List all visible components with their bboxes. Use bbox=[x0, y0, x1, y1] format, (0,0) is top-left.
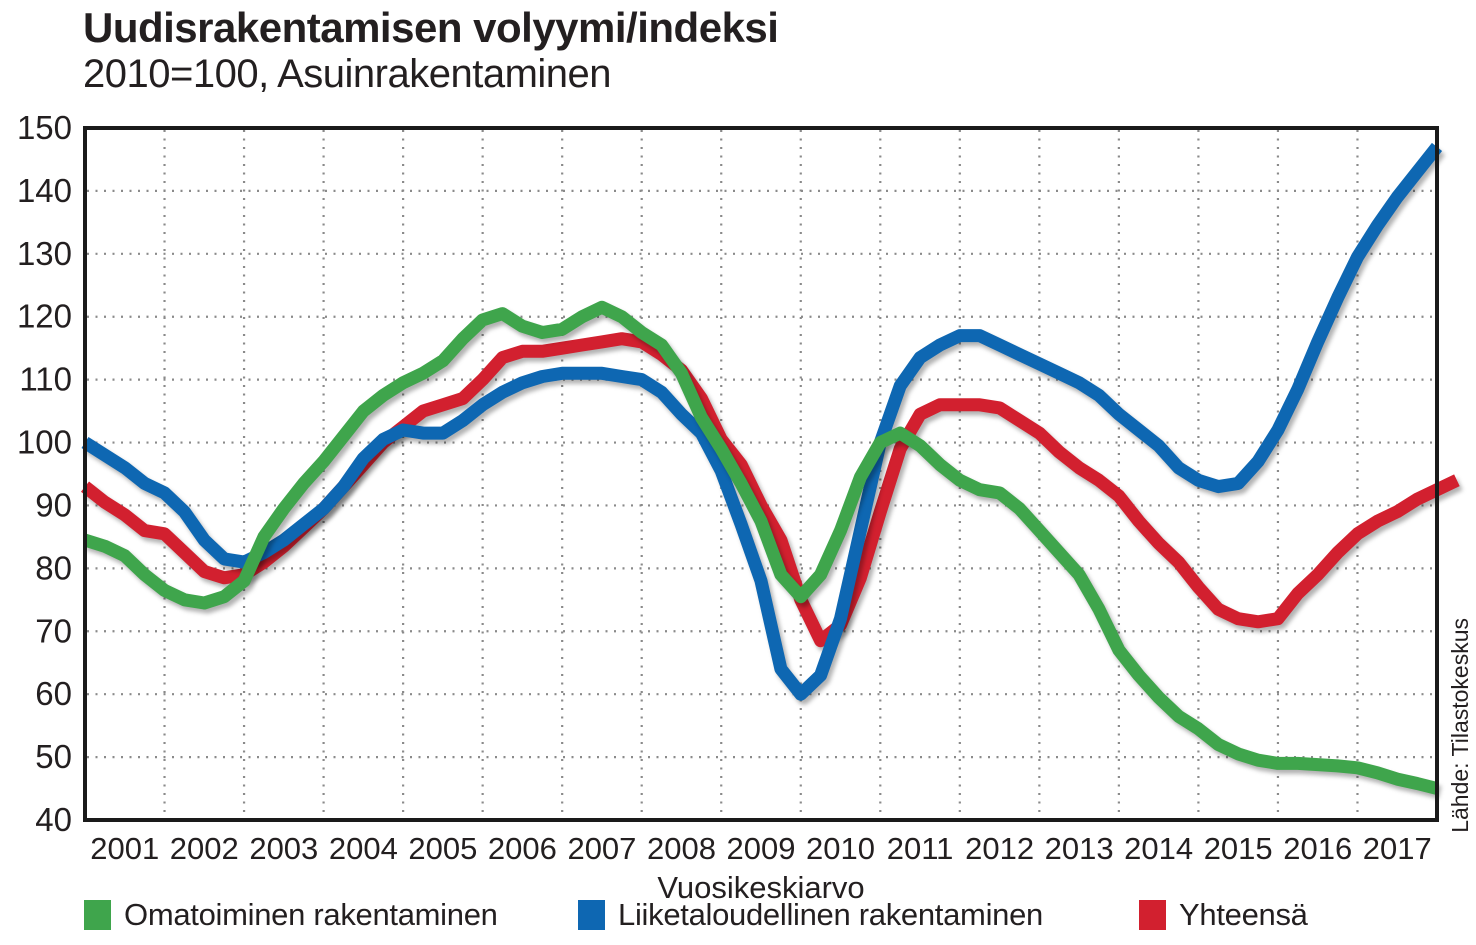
y-tick-50: 50 bbox=[35, 738, 72, 775]
legend-item-liiketaloudellinen: Liiketaloudellinen rakentaminen bbox=[578, 897, 1043, 932]
y-tick-80: 80 bbox=[35, 549, 72, 586]
legend: Omatoiminen rakentaminen Liiketaloudellin… bbox=[0, 897, 1476, 940]
y-tick-90: 90 bbox=[35, 486, 72, 523]
chart-subtitle: 2010=100, Asuinrakentaminen bbox=[83, 52, 612, 96]
legend-swatch-yhteensa bbox=[1139, 900, 1166, 930]
y-tick-130: 130 bbox=[17, 235, 72, 272]
x-tick-2009: 2009 bbox=[727, 831, 796, 866]
legend-item-yhteensa: Yhteensä bbox=[1139, 897, 1308, 932]
y-tick-100: 100 bbox=[17, 424, 72, 461]
series-line-liiketaloudellinen bbox=[81, 142, 1443, 701]
x-tick-2012: 2012 bbox=[965, 831, 1034, 866]
x-tick-2007: 2007 bbox=[567, 831, 636, 866]
x-tick-2017: 2017 bbox=[1363, 831, 1432, 866]
y-tick-40: 40 bbox=[35, 801, 72, 838]
legend-swatch-omatoiminen bbox=[84, 900, 111, 930]
y-tick-70: 70 bbox=[35, 612, 72, 649]
source-label: Lähde: Tilastokeskus bbox=[1447, 618, 1473, 833]
x-tick-2003: 2003 bbox=[249, 831, 318, 866]
chart-title: Uudisrakentamisen volyymi/indeksi bbox=[83, 4, 779, 51]
y-tick-150: 150 bbox=[17, 109, 72, 146]
x-tick-2001: 2001 bbox=[90, 831, 159, 866]
series-line-omatoiminen bbox=[83, 300, 1439, 795]
y-tick-110: 110 bbox=[19, 361, 72, 398]
x-tick-2010: 2010 bbox=[806, 831, 875, 866]
y-tick-120: 120 bbox=[17, 298, 72, 335]
legend-item-omatoiminen: Omatoiminen rakentaminen bbox=[84, 897, 498, 932]
y-tick-60: 60 bbox=[35, 675, 72, 712]
x-tick-2008: 2008 bbox=[647, 831, 716, 866]
x-axis-title: Vuosikeskiarvo bbox=[657, 870, 864, 905]
x-tick-2016: 2016 bbox=[1283, 831, 1352, 866]
y-tick-140: 140 bbox=[17, 172, 72, 209]
legend-label-liiketaloudellinen: Liiketaloudellinen rakentaminen bbox=[618, 897, 1043, 932]
x-tick-2005: 2005 bbox=[408, 831, 477, 866]
legend-swatch-liiketaloudellinen bbox=[578, 900, 605, 930]
x-tick-2015: 2015 bbox=[1204, 831, 1273, 866]
legend-label-yhteensa: Yhteensä bbox=[1179, 897, 1308, 932]
x-tick-2014: 2014 bbox=[1124, 831, 1193, 866]
legend-label-omatoiminen: Omatoiminen rakentaminen bbox=[124, 897, 498, 932]
plot-frame bbox=[83, 126, 1439, 822]
x-tick-2006: 2006 bbox=[488, 831, 557, 866]
x-tick-2013: 2013 bbox=[1045, 831, 1114, 866]
x-tick-2004: 2004 bbox=[329, 831, 398, 866]
x-tick-2011: 2011 bbox=[887, 831, 954, 866]
x-tick-2002: 2002 bbox=[170, 831, 239, 866]
